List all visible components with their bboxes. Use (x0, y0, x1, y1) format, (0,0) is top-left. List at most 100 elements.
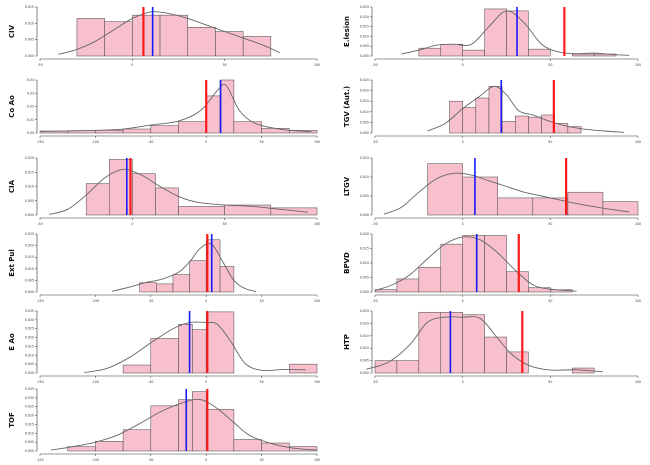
histogram-bar (484, 336, 507, 374)
x-tick-label: -150 (36, 380, 43, 384)
histogram-bar (462, 235, 485, 293)
histogram-bar (219, 79, 235, 134)
histogram-bar (150, 125, 179, 134)
y-axis-label: E.lesion (343, 16, 351, 47)
histogram-bar (440, 311, 463, 374)
y-tick-label: 0.010 (25, 431, 34, 435)
y-tick-label: 0.035 (25, 309, 34, 313)
x-tick-label: -150 (36, 458, 43, 462)
histogram-bar (374, 360, 398, 374)
y-tick-label: 0.04 (27, 78, 34, 82)
histogram-bar (192, 329, 207, 374)
x-tick-label: -50 (37, 222, 42, 226)
histogram-bar (132, 173, 156, 216)
histogram-bar (506, 351, 529, 374)
y-tick-label: 0.015 (25, 255, 34, 259)
y-tick-label: 0.01 (27, 118, 34, 122)
x-tick-label: -50 (372, 222, 377, 226)
x-tick-label: 50 (548, 222, 552, 226)
y-tick-label: 0.015 (25, 170, 34, 174)
y-tick-label: 0.010 (25, 21, 34, 25)
histogram-bar (95, 130, 124, 134)
histogram-bar (187, 27, 216, 57)
x-tick-label: -150 (36, 140, 43, 144)
histogram-panel: CIV 0.000 0.005 0.010 0.015 -50 0 50 100 (8, 5, 320, 67)
histogram-bar (156, 283, 174, 293)
x-tick-label: 100 (635, 140, 641, 144)
x-tick-label: 50 (548, 140, 552, 144)
y-tick-label: 0.005 (360, 359, 369, 363)
histogram-bar (178, 206, 225, 216)
y-tick-label: 0.030 (25, 396, 34, 400)
histogram-bar (215, 31, 244, 57)
histogram-bar (396, 360, 420, 374)
y-tick-label: 0.03 (27, 91, 34, 95)
histogram-bar (233, 439, 262, 452)
density-curve (51, 398, 318, 451)
histogram-bar (95, 441, 124, 452)
histogram-bar (289, 363, 318, 374)
x-tick-label: -50 (148, 140, 153, 144)
y-tick-label: 0.020 (360, 15, 369, 19)
density-curve (58, 11, 281, 55)
histogram-bar (462, 176, 498, 216)
x-tick-label: 100 (314, 222, 320, 226)
y-tick-label: 0.010 (360, 175, 369, 179)
histogram-bar (462, 107, 477, 134)
histogram-panel: HTP 0.000 0.005 0.010 0.015 0.020 0.025 -50 0 50 1… (343, 309, 641, 384)
histogram-panel: LTGV 0.000 0.005 0.010 0.015 -50 0 50 100 (343, 156, 641, 226)
y-tick-label: 0.015 (360, 247, 369, 251)
y-tick-label: 0.000 (25, 449, 34, 453)
histogram-bar (572, 53, 595, 57)
x-tick-label: -100 (92, 140, 99, 144)
y-axis-label: CIV (8, 24, 16, 38)
y-tick-label: 0.000 (360, 54, 369, 58)
y-tick-label: 0.005 (360, 276, 369, 280)
histogram-panel: Co Ao 0.00 0.01 0.02 0.03 0.04 -150 -100 -50 0 50 1… (8, 78, 320, 144)
x-tick-label: 100 (314, 458, 320, 462)
histogram-bar (418, 267, 442, 293)
histogram-bar (122, 364, 152, 374)
histogram-bar (506, 271, 529, 293)
y-tick-label: 0.005 (25, 362, 34, 366)
y-tick-label: 0.000 (360, 131, 369, 135)
density-curve (111, 243, 257, 292)
histogram-bar (205, 409, 235, 452)
y-tick-label: 0.010 (25, 185, 34, 189)
y-tick-label: 0.005 (25, 440, 34, 444)
y-tick-label: 0.00 (27, 131, 34, 135)
histogram-bar (150, 405, 179, 452)
y-tick-label: 0.010 (25, 353, 34, 357)
x-tick-label: 0 (462, 222, 464, 226)
x-tick-label: -50 (148, 458, 153, 462)
x-tick-label: 0 (131, 63, 133, 67)
x-tick-label: 50 (548, 299, 552, 303)
x-tick-label: -100 (92, 380, 99, 384)
histogram-bar (440, 43, 463, 57)
y-tick-label: 0.005 (25, 199, 34, 203)
x-tick-label: 0 (462, 63, 464, 67)
y-tick-label: 0.020 (360, 89, 369, 93)
x-tick-label: 100 (635, 63, 641, 67)
y-tick-label: 0.000 (360, 371, 369, 375)
x-tick-label: 50 (260, 140, 264, 144)
x-tick-label: 100 (635, 222, 641, 226)
histogram-bar (189, 260, 207, 293)
histogram-bar (172, 274, 190, 293)
density-curve (427, 85, 625, 133)
y-tick-label: 0.025 (360, 309, 369, 313)
x-tick-label: 50 (260, 380, 264, 384)
histogram-bar (462, 49, 485, 57)
y-axis-label: Ext Pul (8, 249, 16, 277)
x-tick-label: 0 (462, 380, 464, 384)
histogram-bar (76, 18, 105, 57)
histogram-panel: E.lesion 0.000 0.005 0.010 0.015 0.020 0.025 -5… (343, 5, 641, 67)
x-tick-label: 50 (223, 222, 227, 226)
histogram-bar (178, 399, 193, 452)
y-tick-label: 0.000 (25, 290, 34, 294)
x-tick-label: 50 (223, 63, 227, 67)
x-tick-label: 0 (205, 299, 207, 303)
histogram-bar (261, 128, 290, 134)
histogram-bar (150, 338, 179, 374)
y-tick-label: 0.010 (25, 267, 34, 271)
